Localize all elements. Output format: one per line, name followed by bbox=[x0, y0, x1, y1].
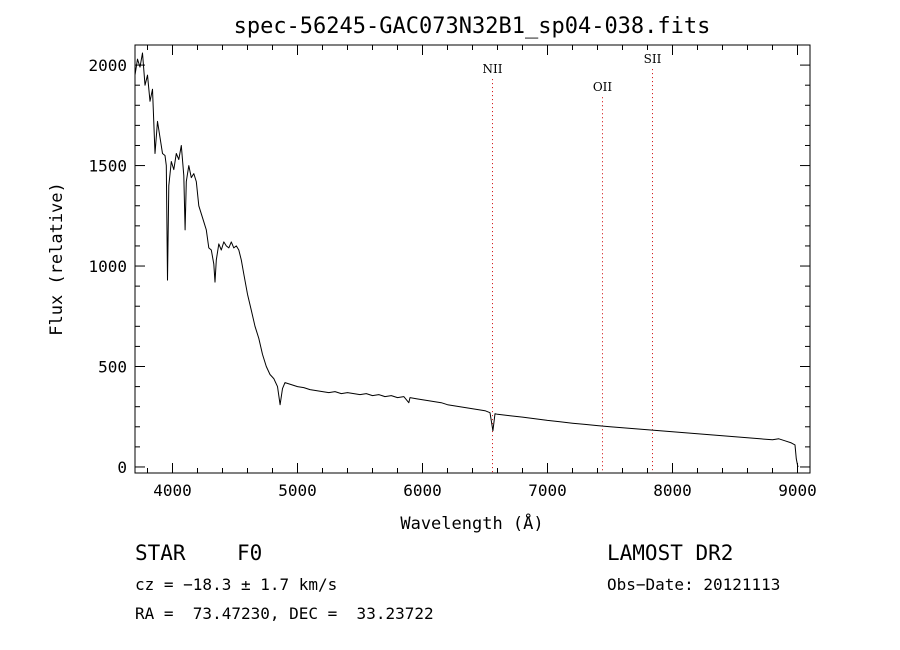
survey-label: LAMOST DR2 bbox=[607, 541, 734, 565]
spectrum-line-0 bbox=[134, 52, 799, 468]
x-tick-label-4: 8000 bbox=[653, 481, 692, 500]
class-label: STAR bbox=[135, 541, 186, 565]
x-tick-labels: 4000 5000 6000 7000 8000 9000 bbox=[153, 481, 817, 500]
x-tick-label-3: 7000 bbox=[528, 481, 567, 500]
y-tick-label-2: 1000 bbox=[88, 257, 127, 276]
x-tick-label-0: 4000 bbox=[153, 481, 192, 500]
x-tick-label-2: 6000 bbox=[403, 481, 442, 500]
annotation-labels: NII OII SII bbox=[483, 52, 662, 94]
emission-label-2: SII bbox=[644, 52, 662, 66]
tick-layer bbox=[135, 45, 810, 473]
series-layer bbox=[134, 52, 799, 468]
y-tick-label-3: 1500 bbox=[88, 157, 127, 176]
emission-label-1: OII bbox=[593, 80, 613, 94]
y-tick-label-1: 500 bbox=[98, 358, 127, 377]
chart-title: spec-56245-GAC073N32B1_sp04-038.fits bbox=[234, 14, 711, 39]
x-tick-label-1: 5000 bbox=[278, 481, 317, 500]
coords-label: RA = 73.47230, DEC = 33.23722 bbox=[135, 604, 434, 623]
y-tick-labels: 0 500 1000 1500 2000 bbox=[88, 56, 127, 477]
subclass-label: F0 bbox=[237, 541, 263, 565]
y-tick-label-4: 2000 bbox=[88, 56, 127, 75]
y-axis-label: Flux (relative) bbox=[47, 182, 67, 336]
cz-label: cz = −18.3 ± 1.7 km/s bbox=[135, 575, 338, 594]
emission-label-0: NII bbox=[483, 62, 503, 76]
y-tick-label-0: 0 bbox=[117, 458, 127, 477]
x-axis-label: Wavelength (Å) bbox=[400, 512, 543, 534]
obs-date-label: Obs−Date: 20121113 bbox=[607, 575, 781, 594]
x-tick-label-5: 9000 bbox=[778, 481, 817, 500]
line-marker-layer bbox=[492, 69, 653, 473]
